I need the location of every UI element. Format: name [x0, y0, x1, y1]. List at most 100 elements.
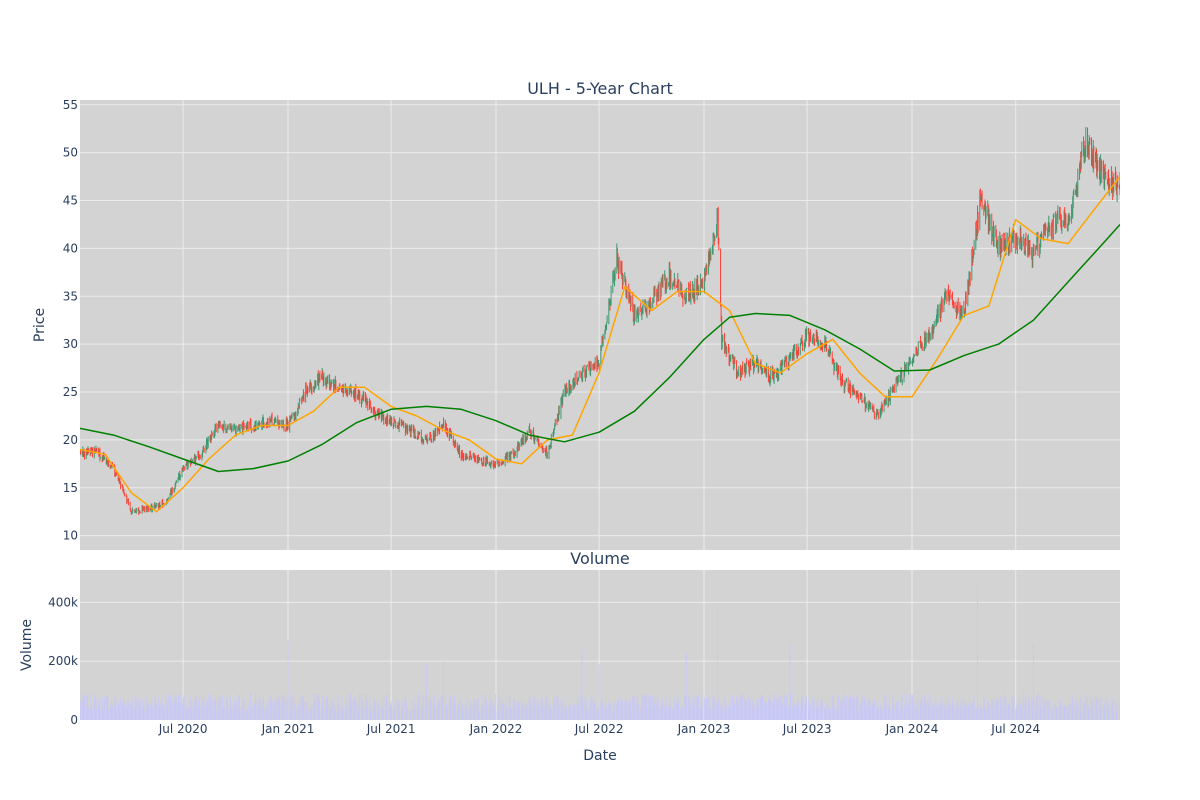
volume-bar: [541, 696, 543, 720]
volume-bar: [628, 700, 630, 720]
volume-bar: [717, 608, 719, 720]
volume-bar: [785, 696, 787, 720]
volume-bar: [147, 704, 149, 720]
volume-bar: [594, 700, 596, 720]
volume-bar: [949, 704, 951, 720]
volume-bar: [109, 705, 111, 720]
volume-bar: [1064, 705, 1066, 720]
volume-bar: [566, 710, 568, 720]
volume-bar: [473, 698, 475, 720]
volume-bar: [668, 705, 670, 720]
volume-bar: [337, 694, 339, 720]
volume-bar: [146, 697, 148, 720]
volume-bar: [1013, 697, 1014, 720]
volume-bar: [182, 698, 184, 720]
volume-bar: [1007, 708, 1009, 720]
volume-bar: [131, 709, 133, 720]
volume-panel: 0 200k 400k Jul 2020 Jan 2021 Jul 2021 Jan 202…: [48, 570, 1120, 736]
volume-bar: [996, 703, 998, 720]
volume-bar: [582, 701, 584, 720]
volume-bar: [266, 707, 268, 720]
volume-bar: [468, 708, 470, 720]
volume-bar: [1076, 701, 1078, 720]
volume-bar: [1037, 693, 1039, 720]
volume-bar: [823, 708, 825, 720]
volume-bar: [353, 696, 355, 720]
volume-bar: [1100, 705, 1102, 720]
volume-bar: [171, 702, 173, 720]
volume-bar: [716, 708, 718, 720]
volume-bar: [641, 696, 643, 720]
volume-bar: [1052, 707, 1054, 720]
volume-bar: [193, 707, 195, 720]
volume-bar: [358, 693, 360, 720]
volume-bar: [550, 710, 552, 720]
volume-bar: [1009, 707, 1011, 720]
volume-bar: [557, 696, 559, 720]
volume-bar: [728, 704, 729, 720]
volume-bar: [246, 710, 247, 720]
volume-bar: [789, 643, 791, 720]
volume-bar: [436, 705, 438, 720]
volume-bar: [374, 708, 376, 720]
volume-bar: [1112, 699, 1114, 720]
volume-bar: [957, 697, 958, 720]
volume-y-ticks: 0 200k 400k: [48, 595, 1120, 727]
volume-bar: [840, 708, 842, 720]
volume-bar: [1039, 696, 1041, 720]
volume-bar: [334, 706, 336, 720]
volume-bar: [868, 700, 870, 720]
volume-bar: [242, 709, 243, 720]
volume-bar: [102, 708, 104, 720]
volume-bar: [357, 709, 359, 720]
volume-bar: [811, 695, 813, 720]
volume-bar: [321, 702, 323, 720]
volume-bar: [453, 706, 455, 720]
volume-bar: [472, 704, 474, 720]
volume-bar: [814, 708, 815, 720]
volume-bar: [1032, 643, 1034, 720]
volume-bar: [1096, 698, 1098, 720]
volume-bar: [797, 695, 798, 720]
volume-bar: [353, 700, 354, 720]
volume-bar: [618, 704, 620, 720]
volume-bar: [163, 703, 165, 720]
volume-bar: [1077, 707, 1079, 720]
volume-bar: [1045, 700, 1047, 720]
volume-bar: [1028, 698, 1030, 720]
volume-bar: [594, 702, 595, 720]
volume-bar: [403, 700, 405, 720]
volume-bar: [361, 699, 363, 720]
volume-bar: [688, 697, 690, 720]
volume-plot-background: [80, 570, 1120, 720]
volume-bar: [501, 704, 503, 720]
volume-bar: [510, 708, 512, 720]
volume-bar: [652, 696, 654, 720]
volume-bar: [720, 703, 722, 720]
volume-bar: [949, 704, 951, 720]
volume-bar: [1099, 697, 1100, 720]
volume-bar: [339, 705, 341, 720]
price-y-tick-label: 55: [63, 98, 78, 112]
volume-bar: [186, 705, 188, 720]
volume-bar: [645, 700, 647, 720]
volume-bar: [326, 697, 328, 720]
volume-bar: [408, 709, 410, 720]
volume-bar: [760, 701, 762, 720]
volume-bar: [142, 707, 144, 720]
volume-bar: [219, 696, 221, 720]
volume-bar: [919, 701, 921, 720]
volume-bar: [1104, 700, 1106, 720]
volume-bar: [217, 695, 219, 720]
volume-bar: [801, 697, 802, 720]
volume-bar: [329, 710, 331, 720]
volume-bar: [226, 697, 228, 720]
volume-bar: [247, 709, 248, 720]
volume-bar: [417, 709, 419, 720]
volume-bar: [334, 707, 336, 720]
volume-bar: [513, 698, 515, 720]
volume-bar: [936, 710, 938, 720]
volume-bar: [532, 694, 534, 720]
volume-bar: [211, 700, 213, 720]
volume-bar: [545, 696, 547, 720]
